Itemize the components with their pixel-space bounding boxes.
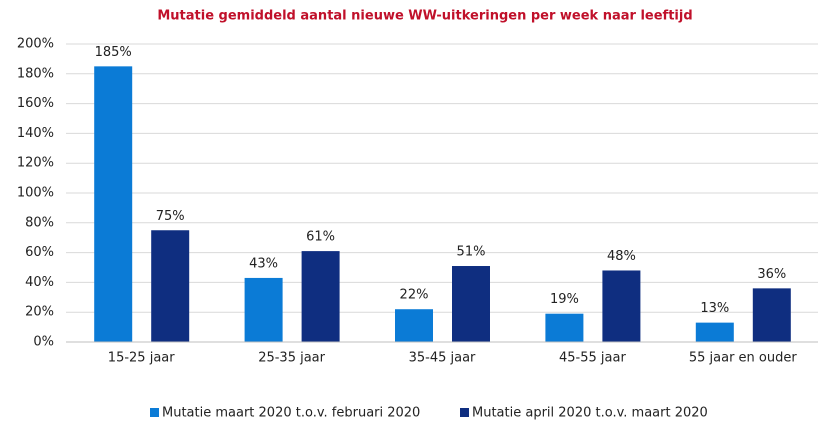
x-tick-label: 35-45 jaar bbox=[409, 351, 476, 366]
chart-title: Mutatie gemiddeld aantal nieuwe WW-uitke… bbox=[157, 9, 692, 24]
legend-swatch bbox=[150, 408, 159, 417]
legend-swatch bbox=[460, 408, 469, 417]
y-tick-label: 0% bbox=[33, 335, 54, 350]
y-tick-label: 100% bbox=[17, 186, 54, 201]
data-label: 13% bbox=[700, 301, 729, 316]
data-label: 51% bbox=[457, 245, 486, 260]
x-tick-label: 15-25 jaar bbox=[108, 351, 175, 366]
data-label: 185% bbox=[95, 45, 132, 60]
data-label: 43% bbox=[249, 256, 278, 271]
bar bbox=[545, 313, 584, 342]
bar bbox=[452, 266, 490, 342]
y-tick-label: 60% bbox=[25, 245, 54, 260]
x-tick-label: 25-35 jaar bbox=[258, 351, 325, 366]
y-tick-label: 200% bbox=[17, 37, 54, 52]
bar bbox=[301, 251, 340, 342]
bar bbox=[395, 309, 433, 342]
data-label: 22% bbox=[400, 288, 429, 303]
data-label: 61% bbox=[306, 230, 335, 245]
legend-label: Mutatie april 2020 t.o.v. maart 2020 bbox=[472, 406, 708, 421]
bar bbox=[602, 270, 641, 342]
y-tick-label: 180% bbox=[17, 66, 54, 81]
y-tick-label: 80% bbox=[25, 215, 54, 230]
x-tick-label: 55 jaar en ouder bbox=[689, 351, 798, 366]
bar bbox=[151, 230, 190, 342]
data-label: 19% bbox=[550, 292, 579, 307]
bar bbox=[244, 277, 283, 342]
bar bbox=[94, 66, 133, 342]
bar bbox=[752, 288, 791, 342]
x-tick-label: 45-55 jaar bbox=[559, 351, 626, 366]
legend-label: Mutatie maart 2020 t.o.v. februari 2020 bbox=[162, 406, 420, 421]
bar bbox=[695, 322, 734, 342]
data-label: 75% bbox=[156, 209, 185, 224]
y-tick-label: 20% bbox=[25, 305, 54, 320]
y-tick-label: 120% bbox=[17, 156, 54, 171]
y-tick-label: 140% bbox=[17, 126, 54, 141]
y-tick-label: 160% bbox=[17, 96, 54, 111]
data-label: 36% bbox=[757, 267, 786, 282]
y-tick-label: 40% bbox=[25, 275, 54, 290]
data-label: 48% bbox=[607, 249, 636, 264]
